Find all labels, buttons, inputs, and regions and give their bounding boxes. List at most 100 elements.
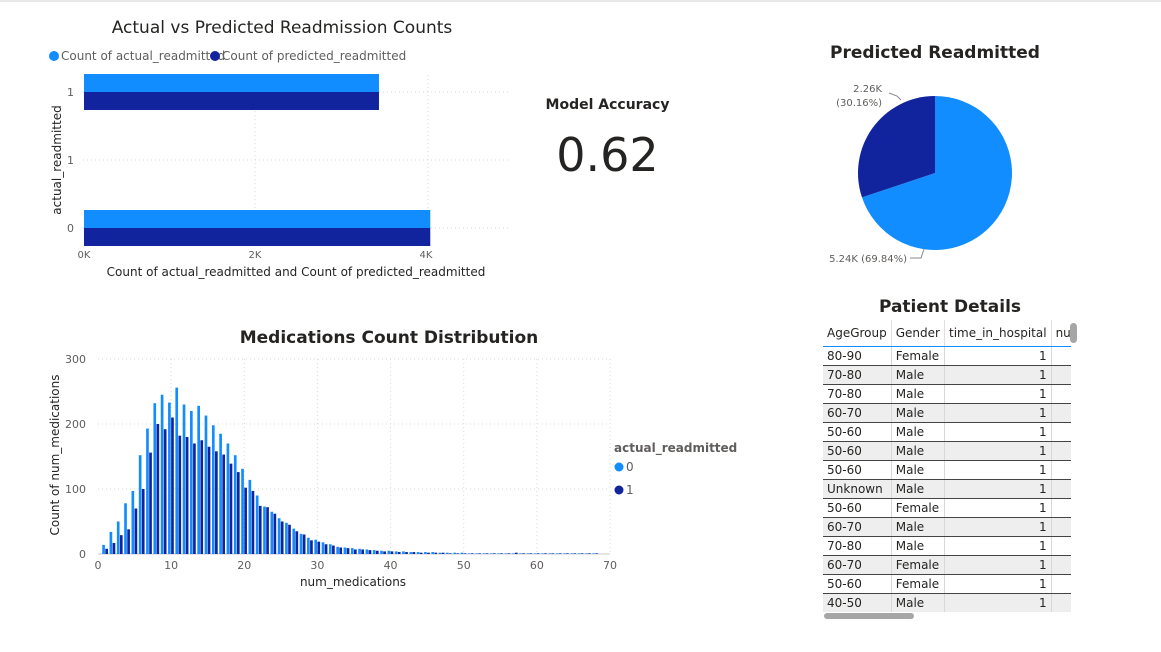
histogram-bar-1[interactable] [229,463,233,554]
histogram-bar-1[interactable] [544,553,547,554]
histogram-bar-0[interactable] [211,425,215,554]
histogram-bar-0[interactable] [409,552,413,554]
pie-slice-large[interactable] [861,96,1012,251]
histogram-bar-1[interactable] [419,552,423,554]
histogram-bar-0[interactable] [372,550,376,554]
histogram-bar-0[interactable] [328,544,332,554]
histogram-bar-1[interactable] [478,553,482,554]
histogram-bar-0[interactable] [548,553,552,554]
histogram-bar-0[interactable] [519,553,522,554]
histogram-bar-0[interactable] [255,495,259,555]
histogram-bar-1[interactable] [127,529,130,554]
histogram-bar-0[interactable] [153,403,157,554]
histogram-bar-1[interactable] [310,540,313,554]
histogram-bar-1[interactable] [566,553,569,554]
histogram-bar-0[interactable] [307,537,310,554]
table-row[interactable]: 70-80 Male 1 [823,384,1071,404]
histogram-bar-0[interactable] [131,490,135,554]
histogram-bar-1[interactable] [449,553,452,554]
histogram-bar-0[interactable] [299,533,303,554]
histogram-bar-1[interactable] [215,451,218,554]
table-row[interactable]: 50-60 Male 1 [823,460,1071,480]
column-header-agegroup[interactable]: AgeGroup [823,320,892,347]
table-row[interactable]: 40-50 Male 1 [823,593,1071,612]
histogram-bar-1[interactable] [427,552,430,554]
histogram-bar-1[interactable] [273,513,277,554]
histogram-bar-1[interactable] [536,553,540,554]
bar-actual-0[interactable] [84,210,431,228]
histogram-bar-0[interactable] [343,547,347,555]
histogram-bar-1[interactable] [332,545,335,554]
histogram-bar-0[interactable] [365,549,369,554]
histogram-bar-0[interactable] [124,503,127,554]
histogram-bar-0[interactable] [204,415,208,554]
histogram-bar-1[interactable] [354,549,357,554]
histogram-bar-0[interactable] [394,551,398,554]
histogram-bar-1[interactable] [500,553,503,554]
histogram-bar-0[interactable] [467,553,471,554]
histogram-bar-0[interactable] [248,479,252,554]
histogram-bar-0[interactable] [292,528,296,554]
histogram-bar-0[interactable] [277,518,281,554]
histogram-bar-1[interactable] [185,437,189,554]
histogram-bar-1[interactable] [456,553,460,554]
histogram-bar-0[interactable] [321,542,325,554]
patient-details-table[interactable]: AgeGroup Gender time_in_hospital num_ 80… [823,320,1071,612]
histogram-bar-1[interactable] [471,553,474,554]
histogram-bar-1[interactable] [258,505,262,554]
histogram-bar-1[interactable] [397,552,401,554]
histogram-bar-0[interactable] [570,553,574,554]
histogram-bar-1[interactable] [163,429,167,554]
histogram-bar-0[interactable] [314,539,318,554]
table-horizontal-scrollbar[interactable] [824,613,914,619]
histogram-bar-1[interactable] [339,547,343,555]
histogram-bar-0[interactable] [197,405,200,554]
histogram-bar-0[interactable] [263,506,266,554]
table-row[interactable]: 50-60 Female 1 [823,574,1071,594]
histogram-bar-0[interactable] [416,552,420,554]
histogram-bar-0[interactable] [592,553,595,554]
histogram-bar-0[interactable] [241,468,244,554]
histogram-bar-1[interactable] [514,552,518,554]
histogram-bar-1[interactable] [573,553,577,554]
histogram-bar-0[interactable] [146,428,149,554]
histogram-bar-0[interactable] [226,443,230,555]
histogram-bar-0[interactable] [431,552,435,554]
histogram-bar-0[interactable] [446,552,449,554]
histogram-bar-0[interactable] [475,553,478,554]
histogram-bar-1[interactable] [317,541,321,554]
histogram-bar-0[interactable] [160,394,164,554]
histogram-bar-0[interactable] [402,551,405,554]
histogram-bar-0[interactable] [489,553,493,554]
histogram-bar-1[interactable] [171,417,174,555]
histogram-bar-1[interactable] [266,507,269,554]
histogram-bar-1[interactable] [441,552,445,554]
histogram-bar-0[interactable] [563,553,566,554]
table-row[interactable]: 50-60 Female 1 [823,498,1071,518]
histogram-bar-0[interactable] [482,553,486,554]
histogram-bar-1[interactable] [522,553,525,554]
histogram-bar-1[interactable] [529,553,533,554]
histogram-bar-0[interactable] [584,553,588,554]
histogram-bar-1[interactable] [105,548,108,554]
histogram-bar-1[interactable] [361,549,364,554]
histogram-bar-0[interactable] [511,553,515,554]
histogram-bar-1[interactable] [383,551,386,554]
histogram-bar-1[interactable] [434,552,438,554]
histogram-bar-1[interactable] [580,553,584,554]
histogram-bar-1[interactable] [295,531,299,554]
histogram-bar-0[interactable] [109,531,113,554]
histogram-bar-0[interactable] [175,387,179,554]
column-header-gender[interactable]: Gender [891,320,945,347]
histogram-bar-1[interactable] [375,550,379,554]
histogram-bar-0[interactable] [453,552,456,554]
table-row[interactable]: 70-80 Male 1 [823,536,1071,556]
histogram-bar-0[interactable] [270,511,274,554]
histogram-bar-1[interactable] [302,534,306,555]
histogram-bar-1[interactable] [222,454,226,554]
histogram-bar-0[interactable] [116,521,120,555]
histogram-bar-1[interactable] [588,553,591,554]
histogram-bar-1[interactable] [346,548,350,554]
histogram-bar-1[interactable] [178,435,182,554]
histogram-bar-0[interactable] [438,552,442,554]
